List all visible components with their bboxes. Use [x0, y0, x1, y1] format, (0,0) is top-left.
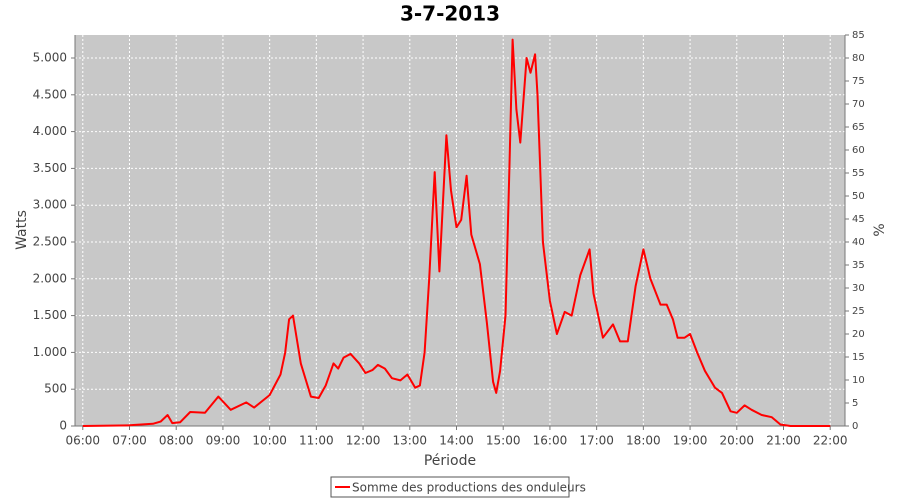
y2-tick-label: 85: [852, 30, 865, 41]
x-tick-label: 11:00: [299, 434, 334, 448]
line-series: [82, 38, 831, 427]
x-tick-label: 16:00: [533, 434, 568, 448]
y2-tick-label: 0: [852, 421, 858, 432]
x-tick-label: 06:00: [65, 434, 100, 448]
y-tick-label: 5.000: [33, 51, 67, 65]
x-tick-label: 10:00: [252, 434, 287, 448]
y2-tick-label: 75: [852, 76, 865, 87]
y2-tick-label: 10: [852, 375, 865, 386]
x-tick-label: 07:00: [112, 434, 147, 448]
y-tick-label: 3.500: [33, 161, 67, 175]
y-tick-label: 1.500: [33, 308, 67, 322]
y2-tick-label: 15: [852, 352, 865, 363]
y2-tick-label: 5: [852, 398, 858, 409]
y-tick-label: 4.500: [33, 87, 67, 101]
y-tick-label: 3.000: [33, 198, 67, 212]
x-tick-label: 20:00: [719, 434, 754, 448]
x-tick-label: 17:00: [579, 434, 614, 448]
y2-tick-label: 80: [852, 53, 865, 64]
x-tick-label: 21:00: [766, 434, 801, 448]
y-tick-label: 1.000: [33, 345, 67, 359]
x-tick-label: 12:00: [346, 434, 381, 448]
x-tick-label: 22:00: [813, 434, 848, 448]
y2-tick-label: 40: [852, 237, 865, 248]
y-tick-label: 500: [44, 382, 67, 396]
y2-tick-label: 55: [852, 168, 865, 179]
y2-tick-label: 20: [852, 329, 865, 340]
y2-tick-label: 45: [852, 214, 865, 225]
y2-tick-label: 65: [852, 122, 865, 133]
chart-title: 3-7-2013: [400, 2, 500, 26]
y-tick-label: 2.500: [33, 235, 67, 249]
y2-tick-label: 35: [852, 260, 865, 271]
x-tick-label: 15:00: [486, 434, 521, 448]
x-tick-label: 08:00: [159, 434, 194, 448]
y-tick-label: 2.000: [33, 271, 67, 285]
y2-tick-label: 60: [852, 145, 865, 156]
plot-area: [75, 35, 845, 426]
y2-axis-label: %: [872, 223, 888, 236]
legend: [330, 476, 570, 498]
x-tick-label: 19:00: [673, 434, 708, 448]
x-tick-label: 13:00: [392, 434, 427, 448]
y2-tick-label: 25: [852, 306, 865, 317]
x-tick-label: 18:00: [626, 434, 661, 448]
x-tick-label: 14:00: [439, 434, 474, 448]
x-axis-label: Période: [424, 453, 476, 469]
y-tick-label: 0: [59, 419, 67, 433]
y2-tick-label: 30: [852, 283, 865, 294]
y-tick-label: 4.000: [33, 124, 67, 138]
legend-label: Somme des productions des onduleurs: [352, 481, 586, 495]
y-axis-label: Watts: [14, 210, 30, 250]
y2-tick-label: 70: [852, 99, 865, 110]
x-tick-label: 09:00: [206, 434, 241, 448]
y2-tick-label: 50: [852, 191, 865, 202]
